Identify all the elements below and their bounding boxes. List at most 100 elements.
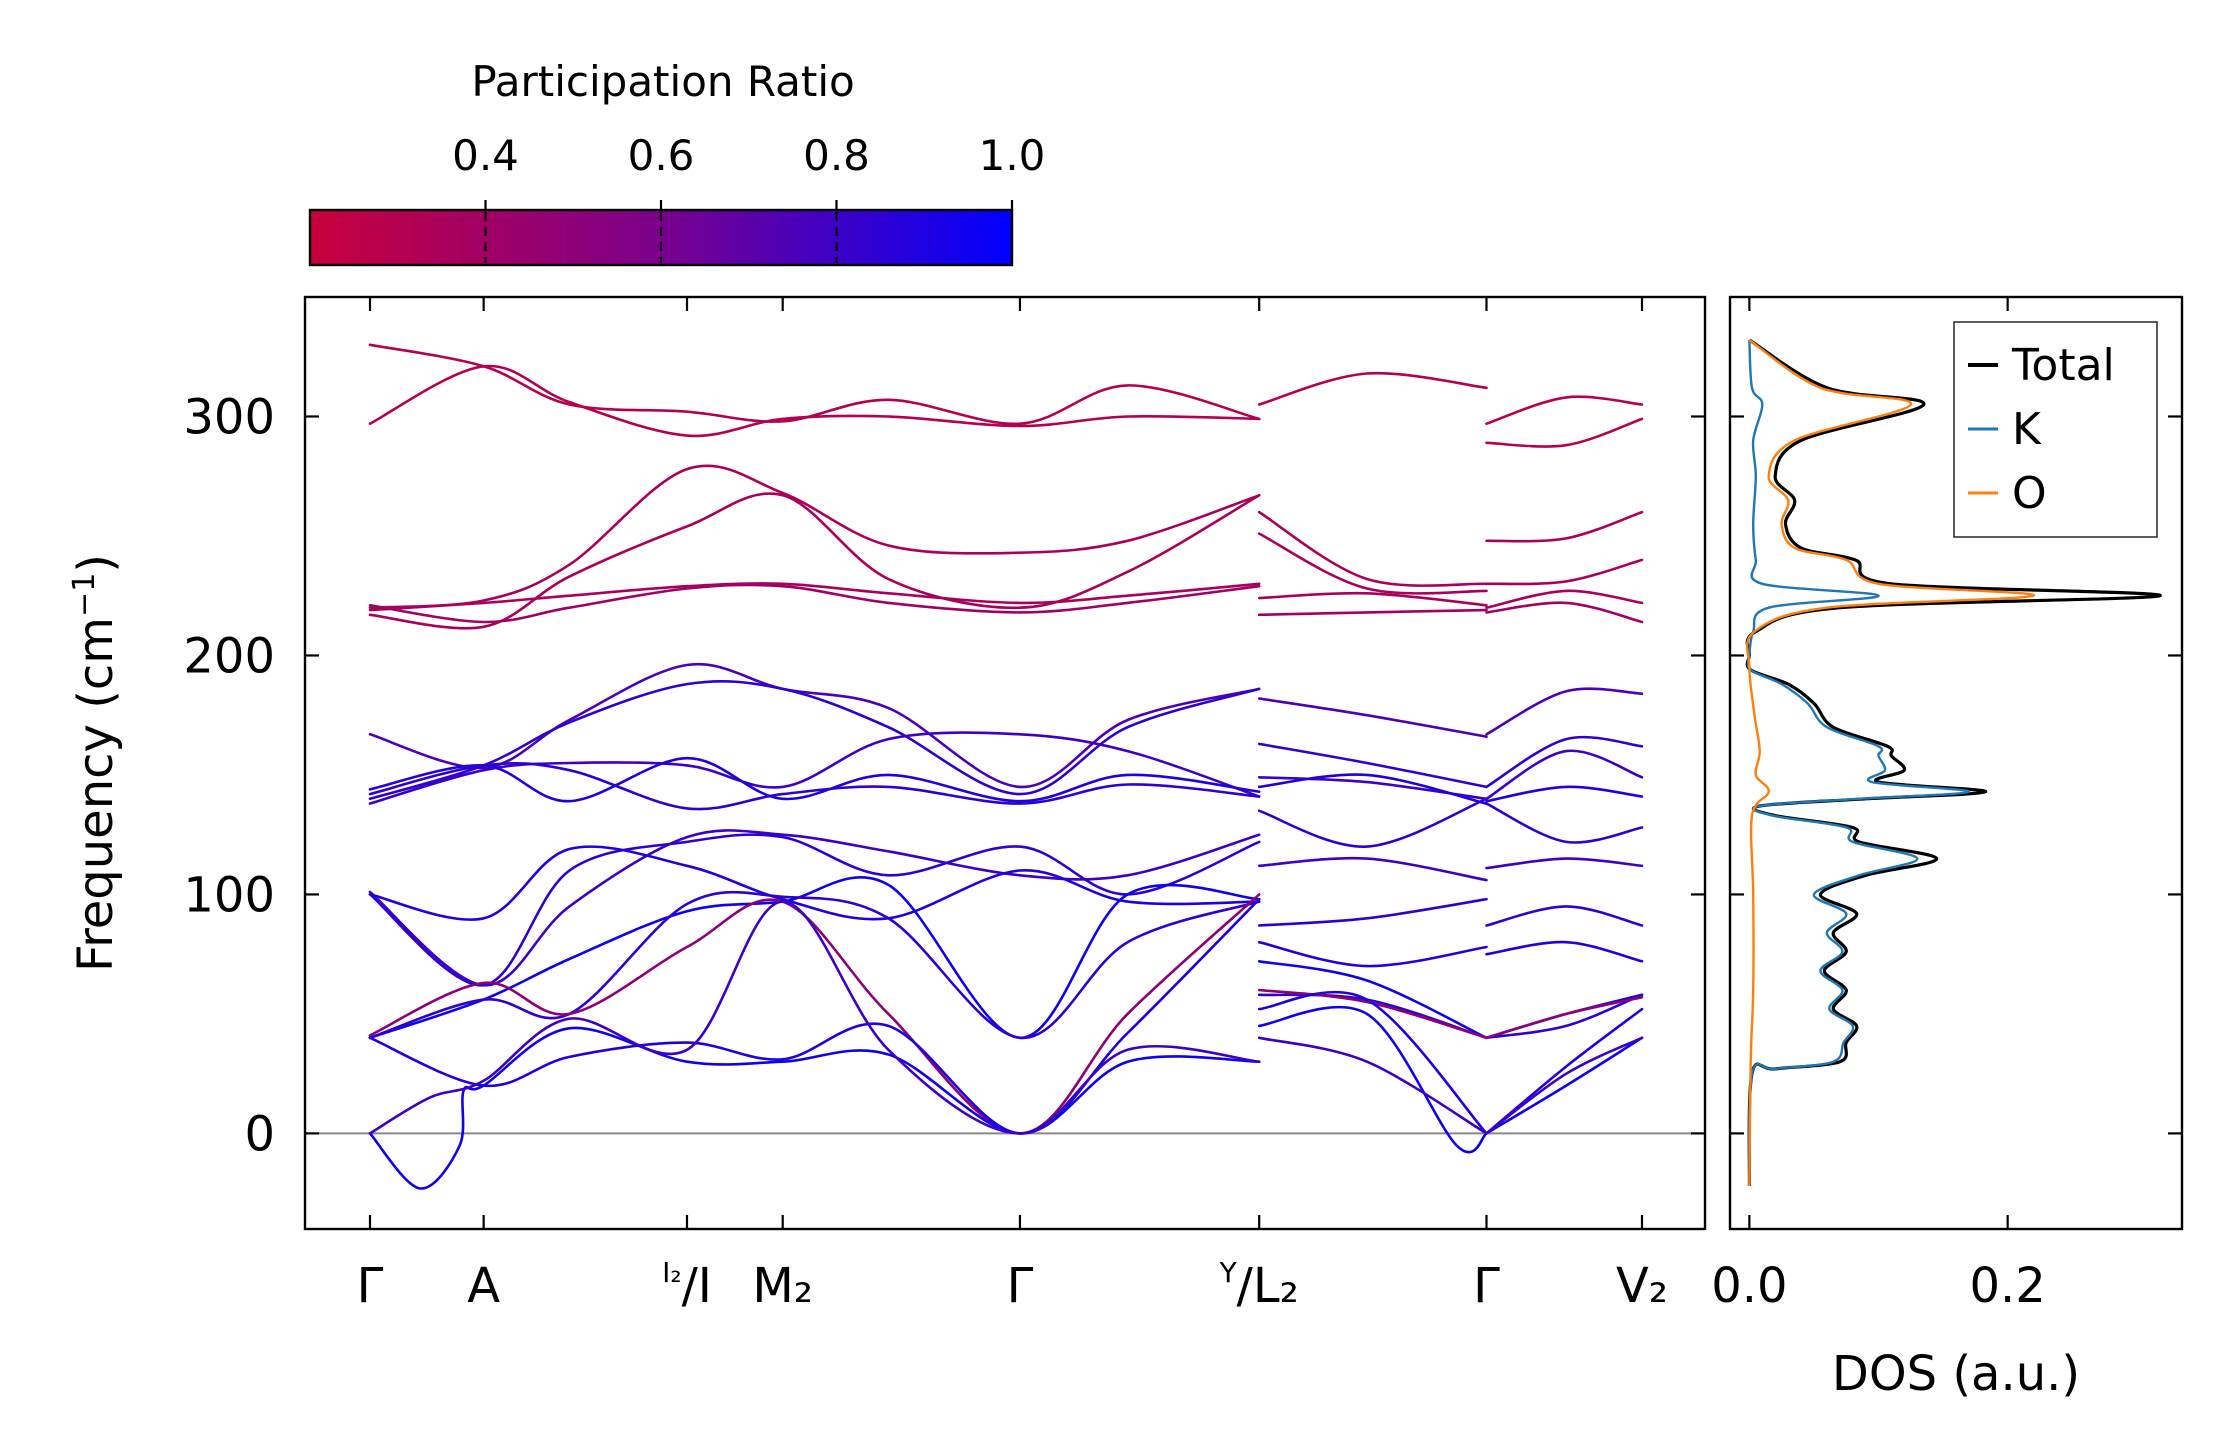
legend-label-o: O bbox=[2012, 468, 2047, 519]
dos-axes-frame bbox=[1728, 295, 2184, 1231]
phonon-band-8 bbox=[368, 680, 1261, 801]
dos-tick-label: 0.2 bbox=[1969, 1258, 2045, 1314]
colorbar-tick-label: 0.4 bbox=[452, 131, 519, 180]
kpoint-label: V₂ bbox=[1616, 1258, 1668, 1314]
legend-label-k: K bbox=[2012, 404, 2042, 455]
phonon-band-7 bbox=[368, 662, 1261, 789]
colorbar: Participation Ratio 0.4 0.6 0.8 1.0 bbox=[308, 57, 1045, 267]
frequency-tick-label: 300 bbox=[183, 389, 275, 445]
kpoint-label: Γ bbox=[357, 1258, 384, 1314]
phonon-band-1 bbox=[1257, 371, 1488, 406]
phonon-band-10 bbox=[1257, 773, 1488, 805]
phonon-band-11 bbox=[1485, 802, 1644, 844]
phonon-band-14 bbox=[1257, 940, 1488, 968]
colorbar-ticks: 0.4 0.6 0.8 1.0 bbox=[452, 131, 1045, 263]
phonon-band-14 bbox=[1485, 940, 1644, 963]
phonon-band-2 bbox=[1485, 417, 1644, 448]
phonon-band-10 bbox=[368, 756, 1261, 803]
band-axes-frame bbox=[303, 295, 1707, 1231]
phonon-band-18 bbox=[1257, 990, 1488, 1135]
phonon-band-4 bbox=[368, 492, 1261, 630]
frequency-tick-label: 0 bbox=[244, 1106, 275, 1162]
phonon-band-20 bbox=[368, 900, 1261, 1135]
phonon-band-1 bbox=[368, 343, 1261, 426]
phonon-band-11 bbox=[368, 761, 1261, 811]
legend-label-total: Total bbox=[2011, 340, 2115, 391]
legend-entries: Total KO bbox=[1968, 340, 2115, 519]
phonon-band-6 bbox=[368, 583, 1261, 624]
phonon-band-8 bbox=[1485, 735, 1644, 789]
phonon-band-19 bbox=[1257, 1005, 1488, 1154]
phonon-band-6 bbox=[1257, 608, 1488, 617]
phonon-band-7 bbox=[1485, 687, 1644, 736]
frequency-axis-label-sup: −1 bbox=[67, 573, 102, 617]
kpoint-label-sup: I₂ bbox=[662, 1256, 681, 1289]
frequency-axis-label-close: ) bbox=[68, 554, 124, 573]
phonon-band-5 bbox=[1257, 591, 1488, 607]
phonon-band-11 bbox=[1257, 797, 1488, 848]
kpoint-label: I₂/I bbox=[662, 1256, 712, 1314]
kpoint-label-main: /I bbox=[682, 1258, 712, 1314]
phonon-band-15 bbox=[368, 876, 1261, 1040]
frequency-axis-ticks: 0 100 200 300 bbox=[183, 389, 1705, 1162]
phonon-band-14 bbox=[368, 845, 1261, 921]
colorbar-tick-label: 0.6 bbox=[628, 131, 695, 180]
frequency-tick-label: 200 bbox=[183, 628, 275, 684]
phonon-band-13 bbox=[1257, 897, 1488, 927]
frequency-tick-label: 100 bbox=[183, 867, 275, 923]
phonon-band-1 bbox=[1485, 395, 1644, 425]
phonon-band-12 bbox=[1257, 856, 1488, 882]
phonon-band-17 bbox=[1257, 988, 1488, 1040]
colorbar-tick-label: 0.8 bbox=[803, 131, 870, 180]
phonon-band-13 bbox=[368, 833, 1261, 987]
phonon-band-16 bbox=[368, 890, 1261, 1040]
phonon-band-5 bbox=[368, 582, 1261, 612]
phonon-band-15 bbox=[1257, 960, 1488, 1040]
dos-curves bbox=[1745, 338, 2162, 1187]
kpoint-label: A bbox=[467, 1258, 500, 1314]
kpoint-label: Y/L₂ bbox=[1219, 1256, 1299, 1314]
kpoint-label: Γ bbox=[1473, 1258, 1500, 1314]
dos-tick-label: 0.0 bbox=[1711, 1258, 1787, 1314]
phonon-band-9 bbox=[368, 731, 1261, 805]
phonon-band-2 bbox=[368, 364, 1261, 438]
phonon-band-8 bbox=[1257, 742, 1488, 789]
dos-curve-o bbox=[1745, 339, 2035, 1187]
dos-panel: 0.0 0.2 DOS (a.u.) Total KO bbox=[1711, 295, 2184, 1402]
dos-legend: Total KO bbox=[1953, 321, 2158, 538]
dos-curve-k bbox=[1746, 339, 1971, 1187]
phonon-band-17 bbox=[1485, 995, 1644, 1040]
dos-axis-label: DOS (a.u.) bbox=[1832, 1346, 2080, 1402]
phonon-band-10 bbox=[1485, 785, 1644, 803]
phonon-bands bbox=[368, 343, 1644, 1190]
phonon-band-6 bbox=[1485, 601, 1644, 624]
phonon-band-19 bbox=[368, 1026, 1261, 1190]
colorbar-title: Participation Ratio bbox=[471, 57, 854, 106]
phonon-band-12 bbox=[368, 829, 1261, 987]
phonon-band-5 bbox=[1485, 589, 1644, 609]
frequency-axis-label-main: Frequency (cm bbox=[68, 617, 124, 972]
phonon-band-3 bbox=[1485, 510, 1644, 543]
colorbar-tick-label: 1.0 bbox=[979, 131, 1046, 180]
phonon-band-12 bbox=[1485, 857, 1644, 870]
kpoint-label-main: /L₂ bbox=[1237, 1258, 1299, 1314]
phonon-band-3 bbox=[368, 464, 1261, 609]
kpoint-axis-ticks: Γ A I₂/I M₂ Γ Y/L₂ Γ V₂ bbox=[357, 297, 1668, 1314]
band-structure-panel: 0 100 200 300 Γ A I₂/I M₂ Γ Y/L₂ Γ V₂ Frequency (c… bbox=[67, 295, 1707, 1314]
phonon-band-3 bbox=[1257, 510, 1488, 587]
phonon-band-20 bbox=[1257, 1036, 1488, 1135]
phonon-band-4 bbox=[1257, 532, 1488, 595]
phonon-band-16 bbox=[1485, 993, 1644, 1040]
kpoint-label-sup: Y bbox=[1219, 1256, 1238, 1289]
dos-curve-total bbox=[1745, 338, 2162, 1187]
phonon-band-18 bbox=[368, 897, 1261, 1135]
dos-axis-ticks: 0.0 0.2 bbox=[1711, 297, 2182, 1314]
phonon-band-20 bbox=[1485, 1036, 1644, 1135]
phonon-band-7 bbox=[1257, 697, 1488, 738]
kpoint-label: M₂ bbox=[752, 1258, 813, 1314]
phonon-band-4 bbox=[1485, 558, 1644, 586]
kpoint-label: Γ bbox=[1007, 1258, 1034, 1314]
phonon-band-19 bbox=[1485, 1036, 1644, 1135]
frequency-axis-label: Frequency (cm−1) bbox=[67, 554, 124, 972]
